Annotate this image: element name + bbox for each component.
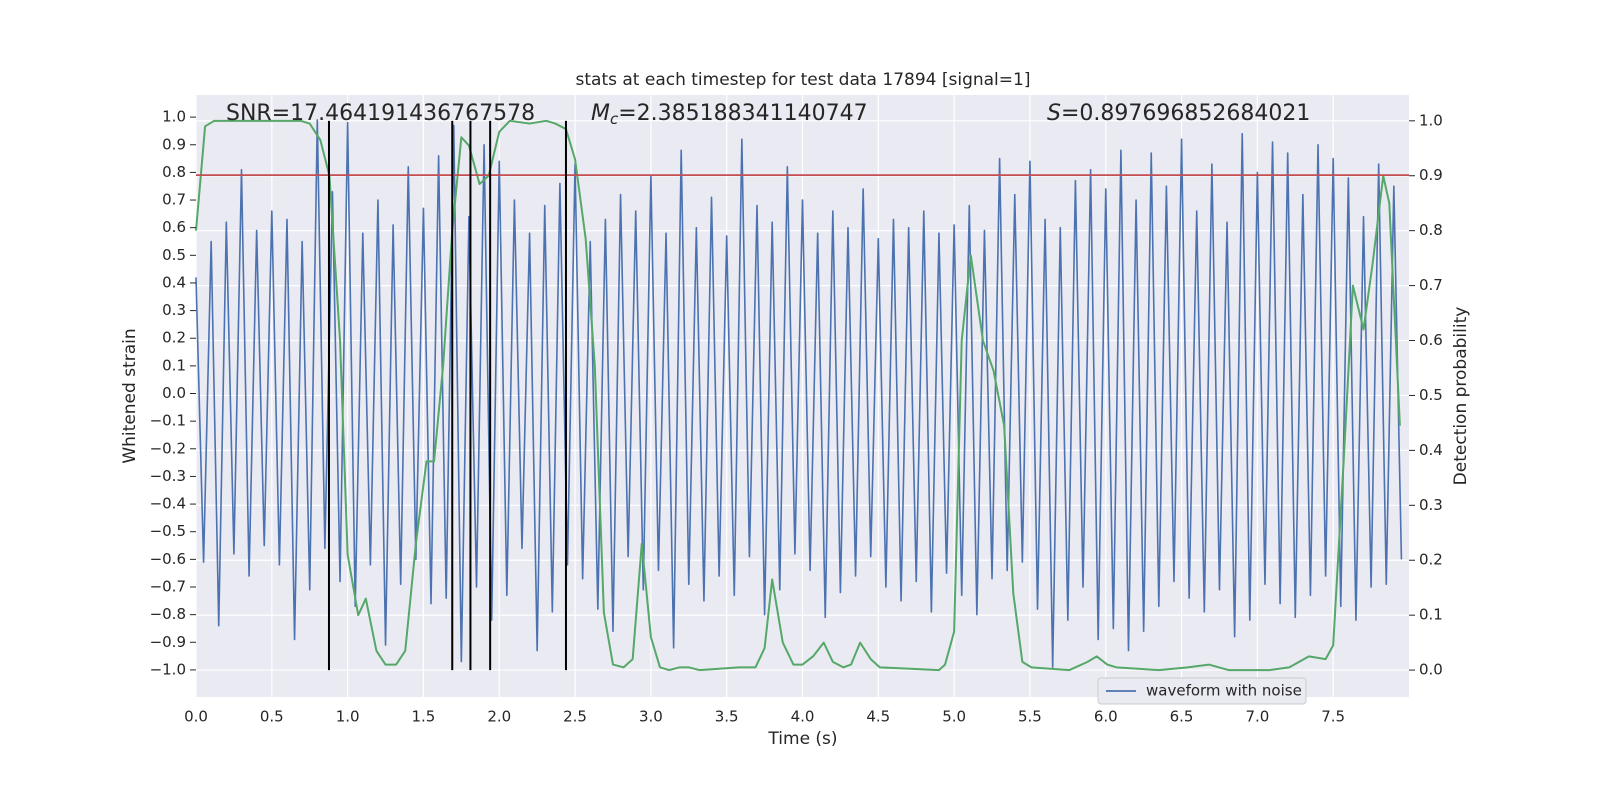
y-tick-label: 1.0 bbox=[162, 108, 186, 126]
y2-tick-label: 0.9 bbox=[1419, 166, 1443, 184]
y2-tick-label: 0.7 bbox=[1419, 276, 1443, 294]
y-tick-label: 0.9 bbox=[162, 135, 186, 153]
y2-tick-label: 0.5 bbox=[1419, 386, 1443, 404]
annotation: S=0.897696852684021 bbox=[1047, 101, 1310, 126]
waveform-line bbox=[195, 119, 1403, 668]
x-tick-label: 3.0 bbox=[639, 708, 663, 726]
y2-axis-label: Detection probability bbox=[1451, 307, 1471, 486]
y-tick-label: 0.0 bbox=[162, 384, 186, 402]
x-axis-label: Time (s) bbox=[767, 729, 837, 749]
annotation-symbol: S bbox=[1047, 101, 1061, 126]
y-tick-label: −1.0 bbox=[150, 660, 186, 678]
x-tick-label: 4.0 bbox=[791, 708, 815, 726]
y-tick-label: 0.5 bbox=[162, 246, 186, 264]
y-tick-label: 0.3 bbox=[162, 301, 186, 319]
y-tick-label: 0.2 bbox=[162, 329, 186, 347]
y2-tick-label: 0.3 bbox=[1419, 496, 1443, 514]
y2-tick-label: 0.1 bbox=[1419, 606, 1443, 624]
y-tick-label: 0.7 bbox=[162, 191, 186, 209]
y-tick-label: −0.3 bbox=[150, 467, 186, 485]
probability-line bbox=[195, 119, 1401, 672]
x-tick-label: 1.0 bbox=[336, 708, 360, 726]
marks bbox=[195, 119, 1409, 672]
x-tick-label: 7.0 bbox=[1245, 708, 1269, 726]
y-tick-label: 0.8 bbox=[162, 163, 186, 181]
y-tick-label: 0.6 bbox=[162, 218, 186, 236]
y-tick-label: −0.5 bbox=[150, 522, 186, 540]
x-tick-label: 4.5 bbox=[866, 708, 890, 726]
y-tick-label: 0.1 bbox=[162, 356, 186, 374]
annotation: Mc=2.385188341140747 bbox=[591, 101, 868, 128]
y-tick-label: −0.7 bbox=[150, 577, 186, 595]
x-tick-label: 0.0 bbox=[184, 708, 208, 726]
y2-tick-label: 0.2 bbox=[1419, 551, 1443, 569]
annotation-text: =0.897696852684021 bbox=[1061, 101, 1310, 126]
y2-tick-label: 0.4 bbox=[1419, 441, 1443, 459]
x-tick-label: 6.0 bbox=[1094, 708, 1118, 726]
annotation: SNR=17.464191436767578 bbox=[226, 101, 535, 126]
x-tick-label: 3.5 bbox=[715, 708, 739, 726]
y2-tick-label: 1.0 bbox=[1419, 111, 1443, 129]
chart-title: stats at each timestep for test data 178… bbox=[576, 70, 1031, 90]
x-tick-label: 1.5 bbox=[412, 708, 436, 726]
x-tick-label: 2.0 bbox=[487, 708, 511, 726]
y-tick-label: −0.1 bbox=[150, 412, 186, 430]
x-tick-label: 2.5 bbox=[563, 708, 587, 726]
y2-tick-label: 0.8 bbox=[1419, 221, 1443, 239]
y-tick-label: 0.4 bbox=[162, 273, 186, 291]
y2-tick-label: 0.6 bbox=[1419, 331, 1443, 349]
annotation-text: SNR=17.464191436767578 bbox=[226, 101, 535, 126]
y-tick-label: −0.8 bbox=[150, 605, 186, 623]
x-tick-label: 6.5 bbox=[1170, 708, 1194, 726]
legend-box bbox=[1097, 677, 1307, 705]
y-tick-label: −0.9 bbox=[150, 633, 186, 651]
x-tick-label: 5.0 bbox=[942, 708, 966, 726]
y-tick-label: −0.6 bbox=[150, 550, 186, 568]
legend-label: waveform with noise bbox=[1146, 682, 1302, 700]
annotation-symbol: M bbox=[591, 101, 610, 126]
y-tick-label: −0.2 bbox=[150, 439, 186, 457]
x-tick-label: 7.5 bbox=[1321, 708, 1345, 726]
annotation-text: =2.385188341140747 bbox=[618, 101, 867, 126]
x-tick-label: 5.5 bbox=[1018, 708, 1042, 726]
y-axis-label: Whitened strain bbox=[120, 328, 140, 463]
y-tick-label: −0.4 bbox=[150, 495, 186, 513]
y2-tick-label: 0.0 bbox=[1419, 661, 1443, 679]
x-tick-label: 0.5 bbox=[260, 708, 284, 726]
annotation-subscript: c bbox=[610, 110, 619, 128]
